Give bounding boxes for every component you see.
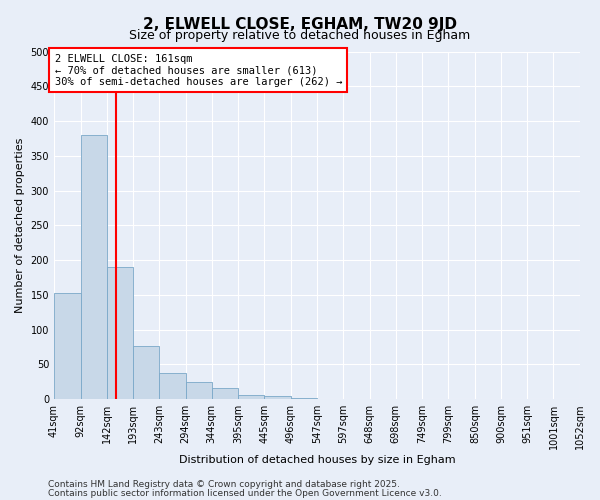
Bar — [54, 294, 80, 399]
Text: 2 ELWELL CLOSE: 161sqm
← 70% of detached houses are smaller (613)
30% of semi-de: 2 ELWELL CLOSE: 161sqm ← 70% of detached… — [55, 54, 342, 87]
Bar — [80, 135, 107, 399]
Bar — [212, 388, 238, 399]
Text: 2, ELWELL CLOSE, EGHAM, TW20 9JD: 2, ELWELL CLOSE, EGHAM, TW20 9JD — [143, 18, 457, 32]
Bar — [185, 382, 212, 399]
Bar — [238, 395, 264, 399]
Text: Contains HM Land Registry data © Crown copyright and database right 2025.: Contains HM Land Registry data © Crown c… — [48, 480, 400, 489]
Text: Size of property relative to detached houses in Egham: Size of property relative to detached ho… — [130, 29, 470, 42]
Bar — [291, 398, 317, 399]
Text: Contains public sector information licensed under the Open Government Licence v3: Contains public sector information licen… — [48, 488, 442, 498]
Bar — [159, 372, 185, 399]
Bar — [264, 396, 291, 399]
X-axis label: Distribution of detached houses by size in Egham: Distribution of detached houses by size … — [179, 455, 455, 465]
Y-axis label: Number of detached properties: Number of detached properties — [15, 138, 25, 313]
Bar — [133, 346, 159, 399]
Bar — [107, 267, 133, 399]
